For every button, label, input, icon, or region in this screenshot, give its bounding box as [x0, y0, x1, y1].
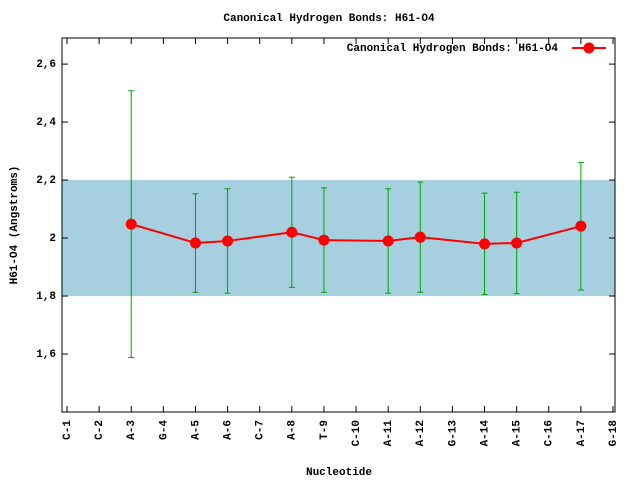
data-point	[125, 218, 137, 230]
x-tick-label: A-17	[576, 420, 588, 446]
y-tick-label: 2,6	[36, 59, 56, 71]
x-tick-label: C-2	[94, 420, 106, 440]
data-point	[511, 237, 523, 249]
data-point	[575, 220, 587, 232]
y-tick-label: 1,6	[36, 349, 56, 361]
y-axis-label: H61-O4 (Angstroms)	[9, 166, 21, 285]
data-point	[479, 238, 491, 250]
data-point	[222, 235, 234, 247]
line-segment	[130, 223, 196, 244]
plot-frame	[61, 37, 616, 413]
line-segment	[291, 231, 325, 242]
data-point	[382, 235, 394, 247]
chart-title: Canonical Hydrogen Bonds: H61-O4	[223, 13, 435, 25]
x-tick-label: G-18	[608, 420, 620, 447]
x-tick-label: A-5	[190, 420, 202, 440]
legend-label: Canonical Hydrogen Bonds: H61-O4	[347, 43, 559, 55]
x-tick-label: C-10	[351, 420, 363, 446]
line-segment	[227, 231, 292, 242]
x-tick-label: C-7	[255, 420, 267, 440]
data-point	[414, 231, 426, 243]
y-tick-label: 2,4	[36, 117, 56, 129]
x-tick-label: A-6	[222, 420, 234, 440]
x-tick-label: G-4	[158, 420, 170, 440]
y-tick-label: 2,2	[36, 175, 56, 187]
data-point	[286, 226, 298, 238]
x-tick-label: A-12	[415, 420, 427, 446]
x-tick-label: A-3	[126, 420, 138, 440]
x-tick-label: A-8	[287, 420, 299, 440]
y-tick-label: 2	[49, 233, 56, 245]
x-tick-label: A-15	[512, 420, 524, 447]
x-tick-label: C-16	[544, 420, 556, 446]
x-tick-label: G-13	[447, 420, 459, 447]
x-tick-label: C-1	[62, 420, 74, 440]
legend-marker	[583, 42, 595, 54]
x-tick-label: A-14	[479, 420, 491, 447]
x-tick-label: A-11	[383, 420, 395, 447]
reference-band	[62, 180, 615, 297]
y-tick-label: 1,8	[36, 291, 56, 303]
line-segment	[516, 225, 582, 244]
data-point	[189, 237, 201, 249]
data-point	[318, 234, 330, 246]
x-axis-label: Nucleotide	[306, 467, 372, 479]
line-segment	[420, 236, 485, 245]
x-tick-label: T-9	[319, 420, 331, 440]
line-segment	[323, 239, 389, 242]
